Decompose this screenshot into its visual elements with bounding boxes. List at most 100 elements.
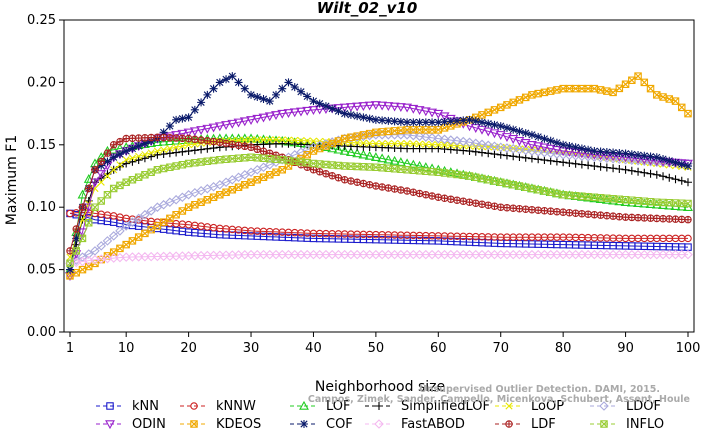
data-point <box>147 152 156 161</box>
data-point <box>221 250 231 260</box>
data-point <box>103 157 112 166</box>
data-point <box>639 249 650 260</box>
data-point <box>609 148 618 157</box>
data-point <box>571 143 580 152</box>
data-point <box>321 249 331 260</box>
data-point <box>259 95 268 104</box>
data-point <box>184 113 193 122</box>
data-point <box>640 78 649 87</box>
data-point <box>272 90 280 99</box>
data-point <box>434 141 442 149</box>
data-point <box>178 147 187 156</box>
x-tick-label: 60 <box>430 341 447 356</box>
data-point <box>670 249 681 260</box>
data-point <box>216 138 224 146</box>
data-point <box>609 88 617 97</box>
data-point <box>190 146 199 155</box>
data-point <box>584 145 593 154</box>
data-point <box>596 211 605 219</box>
data-point <box>408 104 419 114</box>
data-point <box>408 130 419 141</box>
data-point <box>246 116 256 125</box>
data-point <box>484 201 492 209</box>
data-point <box>684 234 692 243</box>
data-point <box>190 250 200 261</box>
data-point <box>434 118 443 127</box>
data-point <box>396 249 406 260</box>
legend-label: LoOP <box>531 399 564 414</box>
data-point <box>665 95 674 103</box>
data-point <box>353 139 361 147</box>
data-point <box>652 249 662 260</box>
data-point <box>159 150 168 159</box>
data-point <box>358 149 369 159</box>
x-tick-label: 70 <box>492 341 509 356</box>
data-point <box>490 150 499 159</box>
data-point <box>347 133 355 142</box>
data-point <box>352 102 363 112</box>
data-point <box>571 159 580 168</box>
data-point <box>153 222 162 230</box>
data-point <box>184 147 193 156</box>
data-point <box>66 272 74 280</box>
series-cof <box>66 72 692 274</box>
data-point <box>252 249 263 260</box>
data-point <box>159 164 168 173</box>
data-point <box>289 108 300 118</box>
data-point <box>259 147 268 155</box>
data-point <box>215 78 224 87</box>
data-point <box>520 139 531 148</box>
data-point <box>634 72 642 80</box>
data-point <box>664 249 675 260</box>
legend-marker <box>190 402 198 410</box>
data-point <box>189 127 200 137</box>
data-point <box>197 198 205 206</box>
data-point <box>502 123 511 132</box>
data-point <box>621 165 630 174</box>
data-point <box>577 249 587 260</box>
data-point <box>527 130 536 139</box>
data-point <box>634 214 642 222</box>
data-point <box>378 183 386 191</box>
data-point <box>433 109 444 119</box>
data-point <box>446 117 455 126</box>
series-line <box>69 156 689 264</box>
data-point <box>590 211 599 219</box>
data-point <box>533 142 544 152</box>
data-point <box>302 249 312 260</box>
data-point <box>509 152 518 161</box>
data-point <box>408 159 419 169</box>
data-point <box>508 249 518 260</box>
data-point <box>191 200 199 209</box>
data-point <box>440 117 449 126</box>
data-point <box>508 144 518 154</box>
data-point <box>559 140 568 149</box>
data-point <box>659 172 668 181</box>
data-point <box>472 199 480 207</box>
data-point <box>534 132 543 141</box>
data-point <box>409 118 418 127</box>
data-point <box>283 249 294 260</box>
data-point <box>321 102 330 111</box>
data-point <box>66 265 74 274</box>
data-point <box>196 250 206 261</box>
data-point <box>77 189 88 199</box>
data-point <box>177 129 188 139</box>
data-point <box>665 215 674 223</box>
data-point <box>402 103 413 113</box>
data-point <box>165 122 174 131</box>
data-point <box>383 102 394 111</box>
data-point <box>434 193 443 201</box>
data-point <box>309 137 318 145</box>
chart-title: Wilt_02_v10 <box>317 0 418 17</box>
data-point <box>78 203 87 211</box>
data-point <box>677 176 686 185</box>
data-point <box>621 149 630 158</box>
legend-label: LDF <box>531 417 556 432</box>
data-point <box>227 119 238 129</box>
data-point <box>608 249 618 260</box>
data-point <box>309 147 318 155</box>
data-point <box>433 249 444 260</box>
data-point <box>134 233 143 241</box>
data-point <box>409 140 417 148</box>
